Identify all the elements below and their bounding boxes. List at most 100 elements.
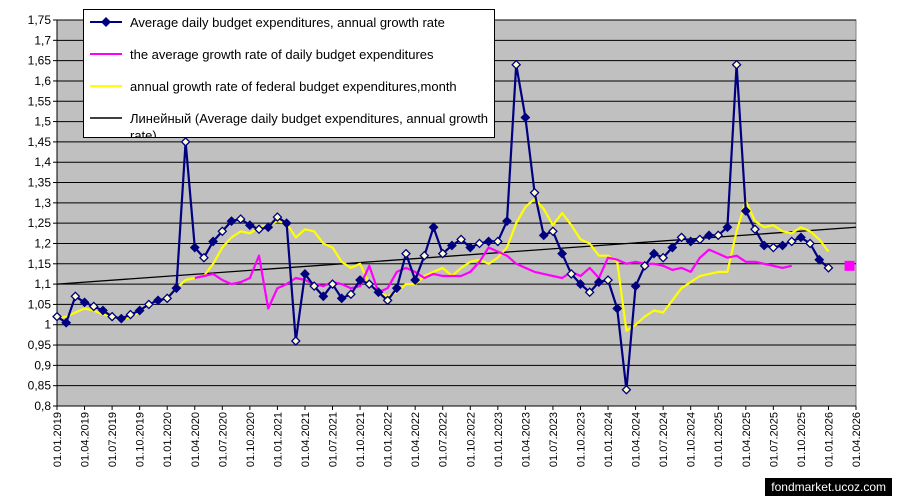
- data-point: [373, 287, 384, 298]
- data-point: [575, 279, 586, 290]
- data-point: [199, 252, 209, 263]
- y-tick-label: 1,35: [28, 176, 52, 190]
- legend-swatch-yellow: [90, 85, 122, 87]
- data-point: [263, 222, 274, 233]
- data-point: [465, 242, 476, 253]
- x-tick-label: 01.04.2021: [300, 412, 312, 467]
- y-tick-label: 1,75: [28, 13, 52, 27]
- series-federal-line: [56, 197, 830, 332]
- y-tick-label: 1,45: [28, 135, 52, 149]
- x-tick-label: 01.07.2019: [107, 412, 119, 467]
- data-point: [309, 281, 320, 292]
- x-tick-label: 01.04.2023: [520, 412, 532, 467]
- legend-swatch-navy-diamond: [90, 17, 122, 27]
- x-tick-label: 01.07.2021: [328, 412, 340, 467]
- data-point: [630, 281, 641, 292]
- data-point: [566, 269, 577, 279]
- data-point: [401, 248, 411, 259]
- data-point: [437, 248, 448, 259]
- data-point: [79, 297, 90, 308]
- data-point: [814, 254, 825, 265]
- data-point: [116, 313, 127, 324]
- legend-label: annual growth rate of federal budget exp…: [130, 79, 457, 94]
- data-point: [823, 262, 834, 273]
- legend-item-federal: annual growth rate of federal budget exp…: [90, 78, 490, 110]
- y-tick-label: 1: [44, 318, 51, 332]
- data-point: [61, 317, 72, 328]
- y-tick-label: 1,2: [34, 236, 51, 250]
- data-point: [272, 212, 283, 222]
- data-point: [336, 293, 347, 304]
- data-point: [676, 232, 687, 243]
- legend-item-avg-growth: the average growth rate of daily budget …: [90, 46, 490, 78]
- y-tick-label: 1,55: [28, 94, 52, 108]
- y-tick-label: 1,65: [28, 54, 52, 68]
- data-point: [759, 240, 770, 251]
- legend-swatch-magenta: [90, 53, 122, 55]
- data-point: [704, 230, 714, 241]
- data-point: [235, 214, 246, 225]
- data-point: [143, 299, 154, 310]
- data-point: [410, 275, 421, 285]
- data-point: [557, 248, 568, 259]
- data-point: [795, 232, 806, 243]
- x-tick-label: 01.01.2026: [823, 412, 835, 467]
- data-point: [171, 283, 182, 294]
- data-point: [603, 275, 613, 285]
- y-axis: 0,8 0,85 0,9 0,95 1 1,05 1,1 1,15 1,2 1,25 1,3 1,35…: [28, 13, 58, 413]
- x-tick-label: 01.07.2020: [217, 412, 229, 467]
- data-point: [593, 277, 604, 287]
- data-point: [529, 187, 540, 198]
- data-point: [153, 295, 163, 306]
- watermark: fondmarket.ucoz.com: [765, 478, 892, 496]
- data-point: [538, 230, 549, 241]
- data-point: [217, 226, 228, 237]
- data-point: [731, 59, 742, 70]
- data-point: [548, 226, 558, 237]
- data-point: [685, 236, 696, 247]
- data-point: [98, 305, 108, 316]
- data-point: [281, 218, 292, 229]
- data-point: [364, 279, 375, 290]
- data-point: [483, 236, 494, 247]
- y-tick-label: 1,7: [34, 33, 51, 47]
- data-point: [180, 136, 191, 147]
- data-point: [520, 112, 531, 123]
- y-tick-label: 1,6: [34, 74, 51, 88]
- data-point: [502, 216, 512, 227]
- x-tick-label: 01.04.2025: [741, 412, 753, 467]
- data-point: [391, 283, 402, 294]
- series-trendline: [56, 226, 857, 285]
- data-point: [621, 384, 632, 395]
- data-point: [300, 269, 310, 279]
- data-point: [740, 206, 751, 216]
- data-point: [244, 220, 255, 231]
- x-tick-label: 01.07.2022: [438, 412, 450, 467]
- data-point: [125, 309, 136, 320]
- data-point: [694, 234, 705, 245]
- data-point: [290, 336, 301, 346]
- data-point: [134, 305, 145, 316]
- data-point: [639, 260, 650, 271]
- legend-item-avg-daily: Average daily budget expenditures, annua…: [90, 14, 490, 46]
- data-point: [107, 311, 118, 322]
- y-tick-label: 0,9: [34, 358, 51, 372]
- y-tick-label: 1,4: [34, 155, 51, 169]
- series-avg-growth-line: [194, 246, 792, 310]
- x-tick-label: 01.10.2020: [245, 412, 257, 467]
- legend-label: Линейный (Average daily budget expenditu…: [130, 111, 489, 138]
- data-point: [52, 311, 62, 322]
- data-point: [786, 236, 797, 247]
- data-point: [456, 234, 467, 245]
- data-point: [768, 242, 779, 253]
- data-point: [446, 240, 457, 251]
- data-point: [713, 230, 724, 241]
- x-tick-label: 01.01.2021: [272, 412, 284, 467]
- y-tick-label: 1,25: [28, 216, 52, 230]
- x-tick-label: 01.01.2019: [52, 412, 64, 467]
- data-point: [750, 224, 760, 235]
- x-tick-label: 01.04.2026: [851, 412, 863, 467]
- x-tick-label: 01.10.2019: [135, 412, 147, 467]
- legend-label: the average growth rate of daily budget …: [130, 47, 434, 62]
- x-tick-label: 01.01.2024: [603, 412, 615, 467]
